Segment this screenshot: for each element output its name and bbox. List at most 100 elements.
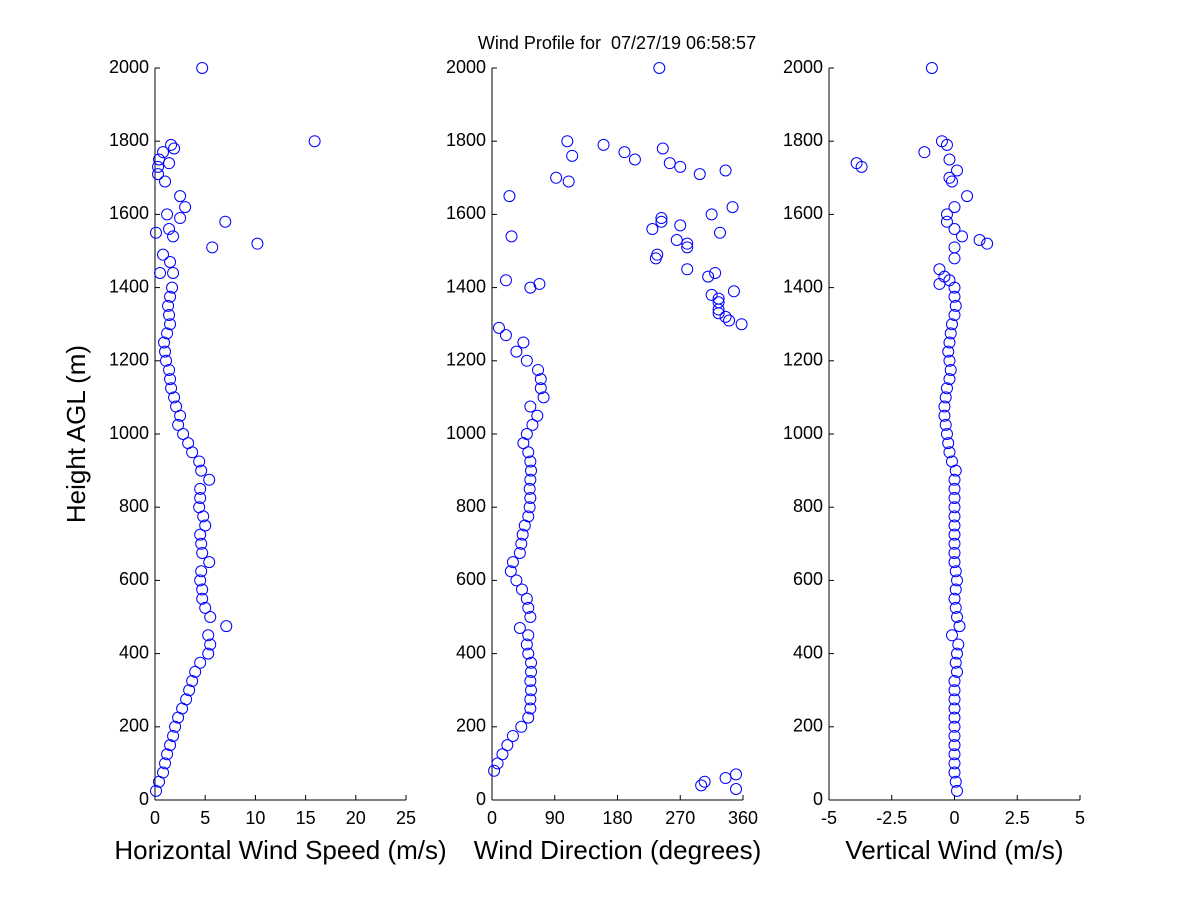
point [193, 501, 206, 514]
point [196, 62, 209, 74]
point [189, 665, 202, 678]
point [945, 175, 958, 188]
point [674, 219, 687, 232]
x-tick-label: 5 [200, 808, 210, 828]
point [170, 400, 183, 413]
point [524, 693, 537, 706]
point [933, 277, 946, 290]
point [531, 409, 544, 422]
point [524, 492, 537, 505]
point [308, 135, 321, 148]
point [513, 546, 526, 559]
point [981, 237, 994, 250]
point [948, 748, 961, 761]
point [949, 583, 962, 596]
point [949, 601, 962, 614]
point [727, 285, 740, 298]
point [161, 208, 174, 221]
point [522, 647, 535, 660]
y-tick-label: 0 [813, 789, 823, 809]
point [492, 321, 505, 334]
point [948, 592, 961, 605]
point [730, 768, 743, 781]
chart-title: Wind Profile for 07/27/19 06:58:57 [478, 33, 756, 53]
point [164, 290, 177, 303]
point [196, 592, 209, 605]
point [194, 574, 207, 587]
point [164, 255, 177, 268]
y-tick-label: 1600 [446, 203, 486, 223]
point [523, 482, 536, 495]
point [943, 336, 956, 349]
point [194, 492, 207, 505]
point [948, 290, 961, 303]
point [157, 766, 170, 779]
point [973, 234, 986, 247]
point [534, 382, 547, 395]
point [943, 153, 956, 166]
y-tick-label: 1800 [446, 130, 486, 150]
point [159, 345, 172, 358]
point [158, 336, 171, 349]
point [537, 391, 550, 404]
point [165, 138, 178, 151]
point [943, 171, 956, 184]
point [705, 208, 718, 221]
y-tick-label: 1800 [109, 130, 149, 150]
point [199, 519, 212, 532]
y-tick-label: 0 [139, 789, 149, 809]
point [196, 583, 209, 596]
point [195, 565, 208, 578]
point [948, 528, 961, 541]
y-tick-label: 600 [456, 569, 486, 589]
point [164, 318, 177, 331]
point [948, 693, 961, 706]
point [646, 223, 659, 236]
point [948, 684, 961, 697]
point [713, 226, 726, 239]
point [161, 327, 174, 340]
x-axis-label: Horizontal Wind Speed (m/s) [114, 835, 446, 865]
point [517, 336, 530, 349]
point [522, 601, 535, 614]
point [942, 437, 955, 450]
point [167, 230, 180, 243]
point [524, 702, 537, 715]
point [515, 720, 528, 733]
point [163, 223, 176, 236]
x-tick-label: 0 [150, 808, 160, 828]
x-tick-label: 10 [245, 808, 265, 828]
point [951, 574, 964, 587]
point [172, 418, 185, 431]
point [951, 164, 964, 177]
point [940, 215, 953, 228]
point [670, 234, 683, 247]
point [180, 693, 193, 706]
x-tick-label: 25 [396, 808, 416, 828]
point [951, 665, 964, 678]
point [503, 190, 516, 203]
point [525, 464, 538, 477]
point [499, 329, 512, 342]
point [945, 318, 958, 331]
point [948, 223, 961, 236]
y-tick-label: 1200 [446, 350, 486, 370]
point [196, 546, 209, 559]
point [735, 318, 748, 331]
point [220, 620, 233, 633]
point [496, 748, 509, 761]
point [183, 684, 196, 697]
point [918, 146, 931, 159]
point [948, 252, 961, 265]
point [177, 428, 190, 440]
y-tick-label: 1400 [109, 276, 149, 296]
y-tick-label: 1200 [783, 350, 823, 370]
point [150, 784, 163, 797]
point [948, 510, 961, 523]
point [182, 437, 195, 450]
point [681, 263, 694, 276]
point [163, 363, 176, 376]
point [534, 373, 547, 386]
point [165, 382, 178, 395]
